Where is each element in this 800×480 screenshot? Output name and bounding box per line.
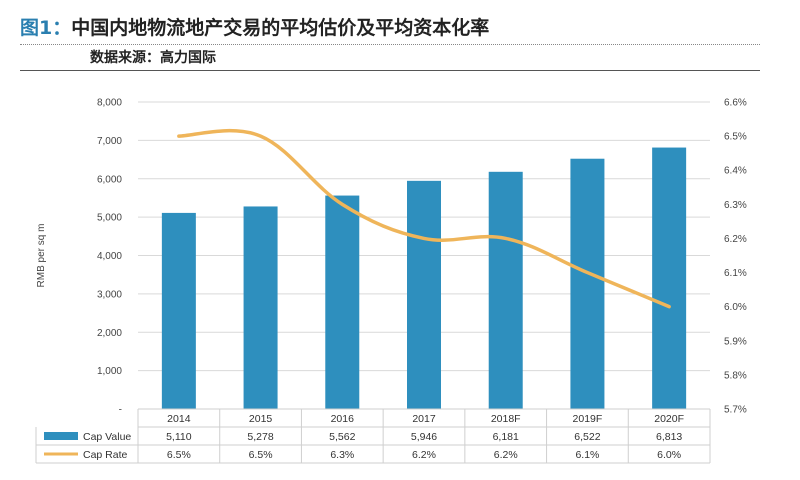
category-label: 2018F [491,413,521,425]
legend-swatch-bar [44,432,78,440]
title-separator [20,44,760,45]
y-tick-label: 7,000 [97,136,122,147]
table-cell: 6.5% [167,449,191,461]
y-tick-label: 6,000 [97,174,122,185]
table-cell: 6,813 [656,431,682,443]
table-cell: 6.3% [330,449,354,461]
y2-tick-label: 5.7% [724,405,747,416]
y2-tick-label: 5.9% [724,336,747,347]
figure-header: 图1：中国内地物流地产交易的平均估价及平均资本化率 数据来源：高力国际 [20,14,760,71]
bar [325,195,360,409]
bar [570,158,605,409]
table-cell: 6.5% [249,449,273,461]
figure-title-row: 图1：中国内地物流地产交易的平均估价及平均资本化率 [20,14,760,42]
y2-tick-label: 6.6% [724,98,747,109]
table-cell: 6,522 [574,431,600,443]
y2-tick-label: 6.3% [724,200,747,211]
y-tick-label: 2,000 [97,328,122,339]
table-cell: 6.0% [657,449,681,461]
y-tick-label: 4,000 [97,251,122,262]
legend-label: Cap Value [83,431,131,443]
y-tick-label: - [119,405,122,416]
table-cell: 5,946 [411,431,437,443]
y2-tick-label: 6.2% [724,234,747,245]
y-tick-label: 3,000 [97,289,122,300]
figure-label: 图1： [20,17,72,39]
category-label: 2020F [654,413,684,425]
y-tick-label: 8,000 [97,98,122,109]
y2-tick-label: 6.0% [724,302,747,313]
bar [652,147,687,409]
y2-tick-label: 6.1% [724,268,747,279]
y-tick-label: 1,000 [97,366,122,377]
table-cell: 6.2% [494,449,518,461]
figure-source: 数据来源：高力国际 [90,50,216,66]
legend-label: Cap Rate [83,449,128,461]
y2-tick-label: 5.8% [724,370,747,381]
category-label: 2017 [412,413,436,425]
table-cell: 6,181 [493,431,519,443]
category-label: 2016 [331,413,355,425]
table-cell: 6.2% [412,449,436,461]
bar [488,171,523,409]
y2-tick-label: 6.4% [724,166,747,177]
table-cell: 6.1% [575,449,599,461]
header-rule [20,70,760,71]
category-label: 2014 [167,413,191,425]
category-label: 2015 [249,413,273,425]
category-label: 2019F [573,413,603,425]
bar [407,180,441,409]
table-cell: 5,562 [329,431,355,443]
y2-tick-label: 6.5% [724,132,747,143]
bar [243,206,278,409]
table-cell: 5,278 [247,431,273,443]
figure-title: 中国内地物流地产交易的平均估价及平均资本化率 [71,17,490,39]
table-cell: 5,110 [166,431,192,443]
y-axis-title: RMB per sq m [36,224,47,288]
series-line [177,128,671,309]
y-tick-label: 5,000 [97,213,122,224]
bar [161,212,196,409]
